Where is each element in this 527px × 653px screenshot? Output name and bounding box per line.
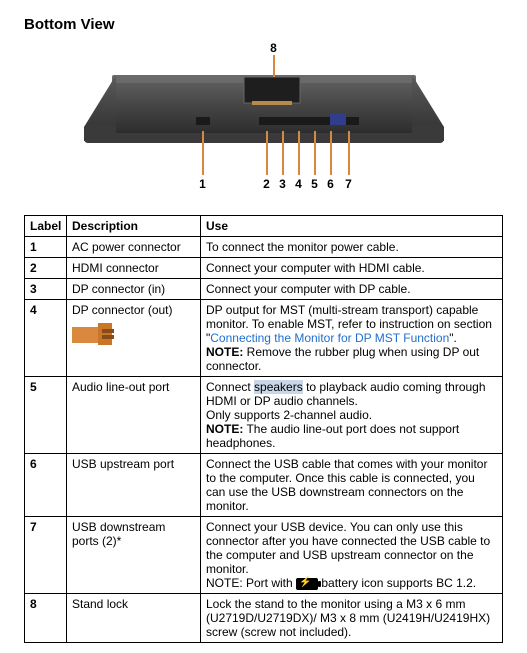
callout-number-7: 7 (342, 177, 356, 191)
table-row: 2HDMI connectorConnect your computer wit… (25, 258, 503, 279)
cell-description: DP connector (out) (67, 300, 201, 377)
table-row: 3DP connector (in)Connect your computer … (25, 279, 503, 300)
cell-description: AC power connector (67, 237, 201, 258)
cell-description: Stand lock (67, 594, 201, 643)
cell-description: Audio line-out port (67, 377, 201, 454)
cell-label: 4 (25, 300, 67, 377)
cell-use: DP output for MST (multi-stream transpor… (201, 300, 503, 377)
cell-description: USB upstream port (67, 454, 201, 517)
callout-number-3: 3 (276, 177, 290, 191)
callout-number-2: 2 (260, 177, 274, 191)
bottom-view-diagram: 12345678 (54, 47, 474, 187)
cell-label: 5 (25, 377, 67, 454)
callout-line-8 (273, 55, 275, 77)
callout-number-6: 6 (324, 177, 338, 191)
monitor-svg (54, 47, 474, 187)
cell-label: 1 (25, 237, 67, 258)
cell-use: Lock the stand to the monitor using a M3… (201, 594, 503, 643)
callout-number-4: 4 (292, 177, 306, 191)
cell-description: USB downstream ports (2)* (67, 517, 201, 594)
cell-use: Connect the USB cable that comes with yo… (201, 454, 503, 517)
callout-line-5 (314, 131, 316, 175)
mst-link[interactable]: Connecting the Monitor for DP MST Functi… (210, 331, 449, 345)
callout-line-1 (202, 131, 204, 175)
callout-line-7 (348, 131, 350, 175)
cell-description: HDMI connector (67, 258, 201, 279)
cell-use: Connect your computer with DP cable. (201, 279, 503, 300)
callout-number-8: 8 (267, 41, 281, 55)
dp-plug-icon (72, 321, 116, 347)
cell-label: 6 (25, 454, 67, 517)
cell-label: 2 (25, 258, 67, 279)
ports-table: Label Description Use 1AC power connecto… (24, 215, 503, 643)
table-row: 5Audio line-out portConnect speakers to … (25, 377, 503, 454)
table-header-row: Label Description Use (25, 216, 503, 237)
cell-use: Connect your computer with HDMI cable. (201, 258, 503, 279)
cell-label: 7 (25, 517, 67, 594)
callout-line-2 (266, 131, 268, 175)
cell-label: 3 (25, 279, 67, 300)
cell-label: 8 (25, 594, 67, 643)
col-desc: Description (67, 216, 201, 237)
table-row: 7USB downstream ports (2)*Connect your U… (25, 517, 503, 594)
callout-number-5: 5 (308, 177, 322, 191)
callout-line-3 (282, 131, 284, 175)
selected-text: speakers (254, 380, 303, 394)
callout-line-6 (330, 131, 332, 175)
table-row: 6USB upstream portConnect the USB cable … (25, 454, 503, 517)
cell-use: To connect the monitor power cable. (201, 237, 503, 258)
table-row: 8Stand lockLock the stand to the monitor… (25, 594, 503, 643)
col-label: Label (25, 216, 67, 237)
cell-description: DP connector (in) (67, 279, 201, 300)
table-row: 1AC power connectorTo connect the monito… (25, 237, 503, 258)
page-title: Bottom View (24, 16, 503, 33)
callout-number-1: 1 (196, 177, 210, 191)
cell-use: Connect your USB device. You can only us… (201, 517, 503, 594)
callout-line-4 (298, 131, 300, 175)
col-use: Use (201, 216, 503, 237)
cell-use: Connect speakers to playback audio comin… (201, 377, 503, 454)
table-row: 4DP connector (out)DP output for MST (mu… (25, 300, 503, 377)
battery-icon (296, 578, 318, 590)
